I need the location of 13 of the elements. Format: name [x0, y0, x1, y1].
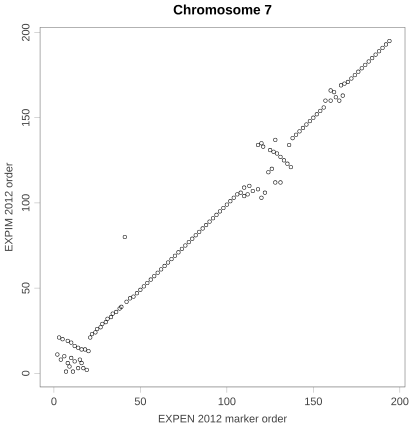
x-tick-label: 50 — [134, 398, 146, 406]
y-tick-label: 200 — [22, 24, 30, 42]
x-tick-label: 200 — [391, 398, 408, 406]
y-tick-label: 50 — [22, 282, 30, 294]
y-tick-label: 0 — [22, 370, 30, 376]
x-tick-label: 0 — [51, 398, 56, 406]
x-axis-title: EXPEN 2012 marker order — [158, 414, 287, 422]
x-tick-label: 100 — [218, 398, 236, 406]
y-tick-label: 100 — [22, 194, 30, 212]
y-tick-label: 150 — [22, 109, 30, 126]
chart-title: Chromosome 7 — [174, 4, 272, 14]
y-axis-title: EXPIM 2012 order — [4, 162, 12, 251]
x-tick-label: 150 — [304, 398, 322, 406]
